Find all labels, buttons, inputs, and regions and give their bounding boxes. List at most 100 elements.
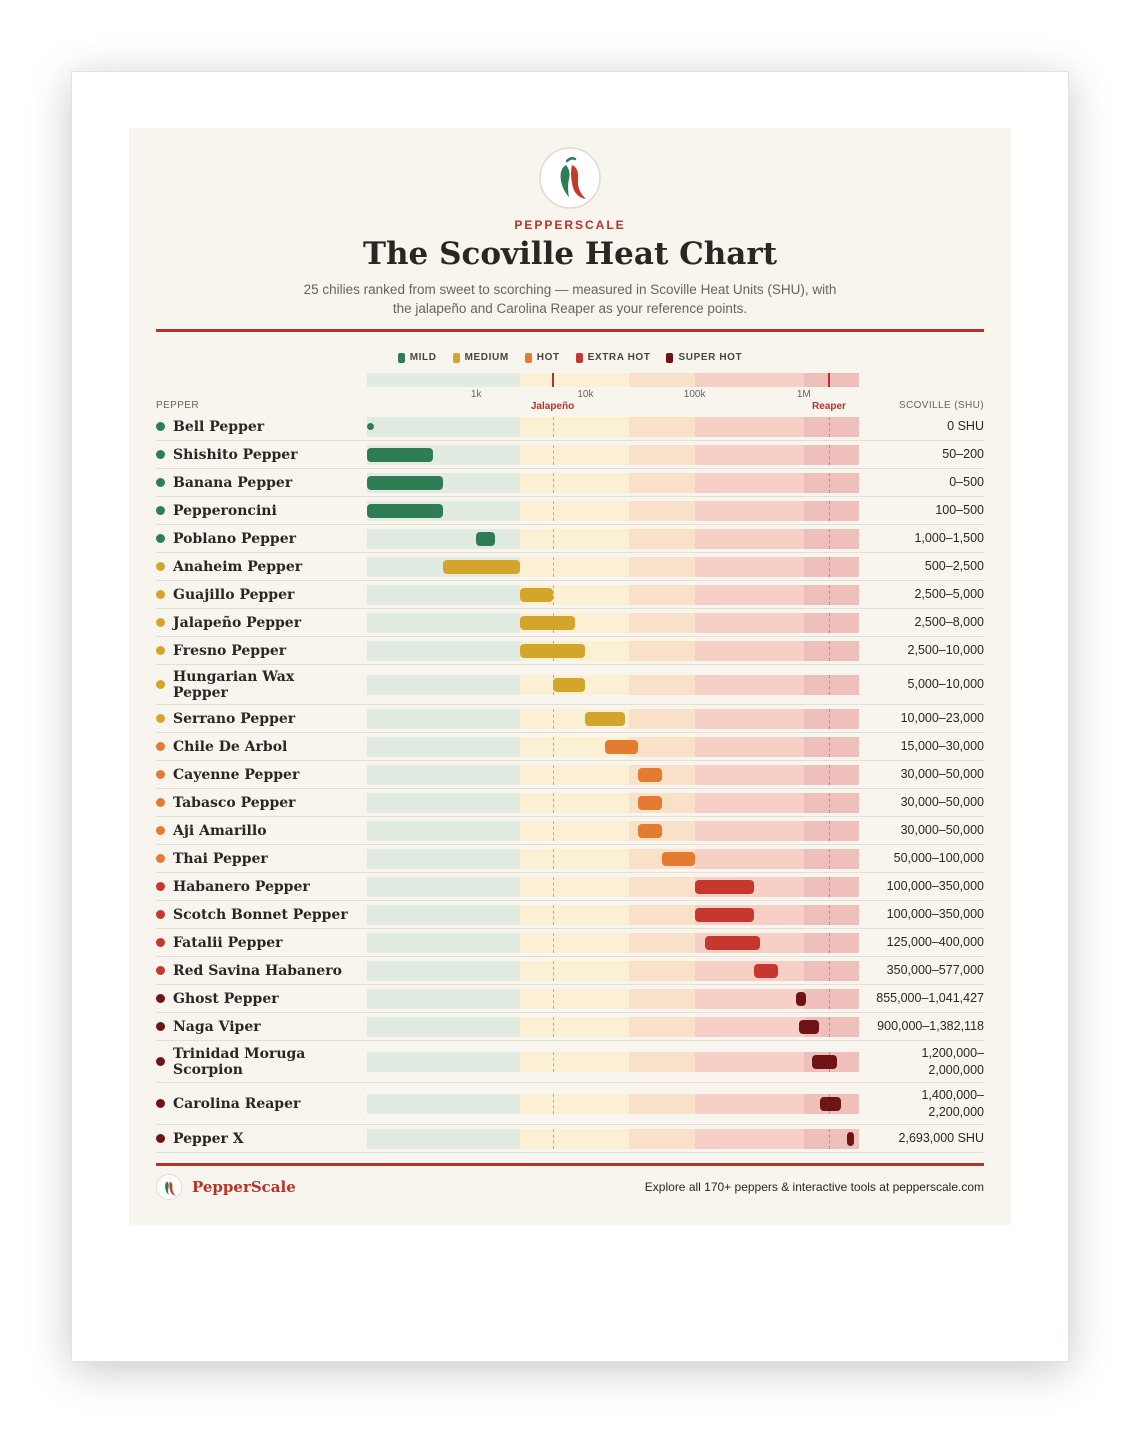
heat-zone [628,556,695,577]
bar-track [367,556,859,577]
value-cell: 2,500–8,000 [859,614,984,631]
pepper-row: Anaheim Pepper 500–2,500 [156,553,984,581]
value-label: 900,000–1,382,118 [877,1019,984,1033]
reference-line [829,674,830,695]
heat-zone [367,764,520,785]
bar-track [367,584,859,605]
range-bar [694,907,755,922]
range-bar [847,1131,855,1146]
heat-zone [628,904,695,925]
value-cell: 125,000–400,000 [859,934,984,951]
heat-zone [694,444,804,465]
heat-zone [519,1093,629,1114]
pepper-name: Naga Viper [173,1018,261,1035]
heat-zone [628,1051,695,1072]
heat-zone [628,708,695,729]
heat-dot [156,966,165,975]
reference-line [829,1128,830,1149]
range-bar [367,447,433,462]
pepper-name: Guajillo Pepper [173,586,295,603]
range-bar [367,503,444,518]
heat-zone [367,640,520,661]
heat-zone [519,1051,629,1072]
range-bar [367,475,444,490]
reference-line [829,904,830,925]
reference-line [552,876,554,897]
heat-zone [803,556,859,577]
value-cell: 1,400,000–2,200,000 [859,1087,984,1121]
pepper-row: Ghost Pepper 855,000–1,041,427 [156,985,984,1013]
heat-zone [694,792,804,813]
reference-line [552,904,554,925]
pepper-name: Jalapeño Pepper [173,614,302,631]
pepper-name: Chile De Arbol [173,738,288,755]
heat-zone [694,674,804,695]
heat-zone [519,1016,629,1037]
heat-zone [628,500,695,521]
pepper-name: Banana Pepper [173,474,293,491]
reference-line [829,876,830,897]
heat-zone [519,500,629,521]
pepper-row: Pepper X 2,693,000 SHU [156,1125,984,1153]
heat-zone [628,988,695,1009]
value-label: 500–2,500 [924,559,984,573]
reference-line [829,792,830,813]
reference-line [829,988,830,1009]
x-tick-label: 10k [577,389,594,400]
range-bar [519,643,586,658]
reference-line [829,848,830,869]
heat-zone [628,472,695,493]
range-bar [819,1096,842,1111]
value-cell: 5,000–10,000 [859,676,984,693]
pepper-row: Pepperoncini 100–500 [156,497,984,525]
pepper-name: Carolina Reaper [173,1095,301,1112]
x-tick-label: 100k [683,389,706,400]
heat-zone [803,528,859,549]
reference-line [552,764,554,785]
heat-zone [803,444,859,465]
heat-zone [694,584,804,605]
range-bar [637,795,662,810]
heat-zone [628,876,695,897]
heat-dot [156,1022,165,1031]
reference-marker [828,373,830,387]
heat-zone [519,876,629,897]
heat-zone [803,960,859,981]
reference-line [552,1016,554,1037]
chart-title: The Scoville Heat Chart [362,236,778,272]
legend-label: EXTRA HOT [587,352,651,363]
heat-zone [694,612,804,633]
heat-zone [803,764,859,785]
reference-line [552,1093,554,1114]
pepper-row: Scotch Bonnet Pepper 100,000–350,000 [156,901,984,929]
value-label: 30,000–50,000 [900,795,984,809]
heat-dot [156,770,165,779]
pepper-name: Trinidad Moruga Scorpion [173,1045,306,1078]
reference-line [829,764,830,785]
value-cell: 10,000–23,000 [859,710,984,727]
value-cell: 30,000–50,000 [859,766,984,783]
range-bar [694,879,755,894]
column-header: PEPPER [156,400,199,411]
heat-zone [519,416,629,437]
value-label: 1,000–1,500 [914,531,984,545]
logo [539,147,601,209]
heat-zone [367,373,520,387]
reference-line [829,584,830,605]
heat-zone [628,416,695,437]
heat-dot [156,618,165,627]
heat-zone [694,640,804,661]
heat-zone [519,988,629,1009]
bar-track [367,792,859,813]
heat-dot [156,826,165,835]
value-cell: 2,500–10,000 [859,642,984,659]
pepper-row: Guajillo Pepper 2,500–5,000 [156,581,984,609]
value-label: 30,000–50,000 [900,767,984,781]
heat-dot [156,910,165,919]
reference-label: Reaper [812,401,846,412]
value-label: 5,000–10,000 [907,677,984,691]
reference-line [829,640,830,661]
rows: Bell Pepper 0 SHU Shishito Pepper 50–200 Ban… [156,413,984,1208]
heat-dot [156,506,165,515]
heat-zone [803,848,859,869]
